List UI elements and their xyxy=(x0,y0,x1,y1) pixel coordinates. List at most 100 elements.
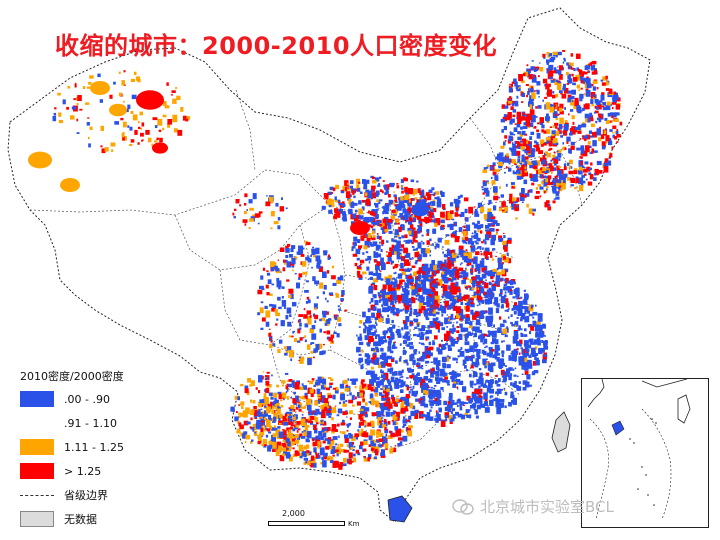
density-patch xyxy=(511,307,514,311)
density-patch xyxy=(348,208,353,215)
density-patch xyxy=(596,117,599,121)
density-patch xyxy=(423,383,429,391)
density-patch xyxy=(264,425,268,428)
density-patch xyxy=(309,328,314,333)
density-patch xyxy=(506,158,512,163)
density-patch xyxy=(475,345,479,348)
density-patch xyxy=(257,289,263,295)
density-patch xyxy=(511,279,516,284)
density-patch xyxy=(305,450,310,456)
density-patch xyxy=(415,291,418,294)
density-patch xyxy=(298,395,302,399)
density-patch xyxy=(299,358,304,364)
density-patch xyxy=(605,128,607,131)
density-patch xyxy=(337,305,340,308)
density-patch xyxy=(512,397,517,405)
density-patch xyxy=(500,305,504,309)
density-patch xyxy=(369,241,372,246)
density-patch xyxy=(401,400,405,406)
density-patch xyxy=(276,414,281,419)
density-patch xyxy=(559,117,564,124)
density-patch xyxy=(287,321,292,327)
density-patch xyxy=(418,328,422,332)
density-patch xyxy=(369,211,375,216)
density-patch xyxy=(482,342,485,345)
density-patch xyxy=(299,337,303,341)
density-patch xyxy=(375,269,378,273)
density-patch xyxy=(442,284,448,291)
density-patch xyxy=(568,65,571,70)
density-patch xyxy=(504,246,508,252)
density-patch xyxy=(430,275,433,277)
density-patch xyxy=(437,260,443,267)
density-patch xyxy=(609,153,613,158)
density-patch xyxy=(342,201,345,204)
density-patch xyxy=(546,51,550,55)
density-patch xyxy=(531,148,536,153)
density-patch xyxy=(415,260,419,263)
density-patch xyxy=(583,166,586,169)
density-patch xyxy=(494,356,498,360)
density-patch xyxy=(605,88,610,91)
density-patch xyxy=(538,347,543,355)
density-patch xyxy=(359,259,365,264)
density-patch xyxy=(401,396,406,403)
density-patch xyxy=(433,400,438,404)
density-patch xyxy=(147,137,152,143)
density-patch xyxy=(371,217,374,221)
density-patch xyxy=(405,316,410,322)
density-patch xyxy=(303,422,306,426)
density-patch xyxy=(572,82,576,86)
density-patch xyxy=(298,245,304,254)
density-patch xyxy=(573,68,576,72)
density-patch xyxy=(514,140,519,144)
density-patch xyxy=(517,156,521,159)
density-patch xyxy=(495,391,499,395)
density-patch xyxy=(602,101,606,106)
density-patch xyxy=(408,199,411,203)
density-patch xyxy=(564,176,567,179)
density-patch xyxy=(336,446,339,449)
density-patch xyxy=(339,401,342,405)
density-patch xyxy=(364,422,367,426)
density-patch xyxy=(508,355,512,358)
density-patch xyxy=(497,394,499,396)
density-patch xyxy=(431,187,435,191)
density-patch xyxy=(290,405,295,410)
density-patch xyxy=(331,203,335,208)
density-patch xyxy=(257,312,261,316)
density-patch xyxy=(601,92,605,97)
density-patch xyxy=(352,213,357,219)
density-patch xyxy=(457,214,461,217)
density-patch xyxy=(429,352,433,357)
density-patch xyxy=(392,288,396,291)
density-patch xyxy=(489,349,493,356)
density-patch xyxy=(311,333,317,340)
density-patch xyxy=(461,318,464,321)
density-patch xyxy=(449,272,454,277)
density-patch xyxy=(356,265,362,270)
density-patch xyxy=(522,139,528,147)
density-patch xyxy=(438,407,442,413)
density-patch xyxy=(516,95,519,99)
density-patch xyxy=(352,242,355,246)
density-patch xyxy=(435,320,441,324)
density-patch xyxy=(406,335,411,341)
density-patch xyxy=(360,191,363,194)
density-patch xyxy=(539,122,544,125)
density-patch xyxy=(513,331,519,337)
density-patch xyxy=(313,348,318,352)
density-patch xyxy=(372,324,375,328)
density-patch xyxy=(391,359,394,362)
density-patch xyxy=(76,118,79,122)
density-patch xyxy=(516,317,519,319)
density-patch xyxy=(549,103,553,108)
density-patch xyxy=(111,149,114,152)
density-patch xyxy=(524,149,528,154)
density-patch xyxy=(122,121,127,128)
density-patch xyxy=(569,150,572,154)
density-patch xyxy=(537,324,543,332)
density-patch xyxy=(429,210,434,215)
density-patch xyxy=(580,148,585,154)
density-patch xyxy=(521,101,524,103)
